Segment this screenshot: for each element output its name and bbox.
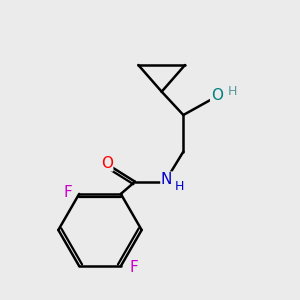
- Text: F: F: [63, 185, 72, 200]
- Text: O: O: [211, 88, 223, 103]
- Text: F: F: [129, 260, 138, 275]
- Text: N: N: [161, 172, 172, 187]
- Text: H: H: [228, 85, 237, 98]
- Text: O: O: [101, 156, 113, 171]
- Text: H: H: [174, 180, 184, 193]
